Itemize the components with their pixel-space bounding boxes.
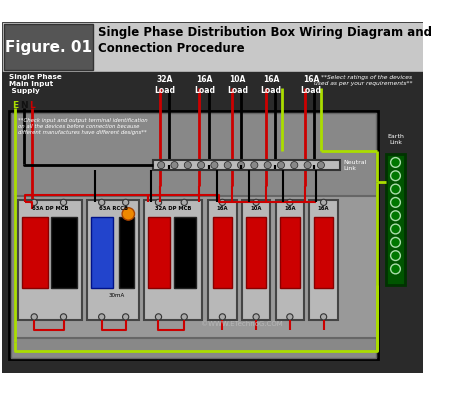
Circle shape [287,314,293,320]
Bar [22,218,47,288]
Circle shape [264,162,271,169]
Circle shape [31,199,37,205]
Circle shape [391,184,401,194]
Circle shape [253,199,259,205]
Circle shape [277,162,284,169]
Bar [144,200,202,320]
Circle shape [99,314,105,320]
Bar [118,218,134,288]
Bar [15,196,377,338]
Text: Neutral
Link: Neutral Link [343,160,366,171]
Bar [18,200,82,320]
Circle shape [158,162,164,169]
Circle shape [318,162,325,169]
Circle shape [291,162,298,169]
Circle shape [181,314,187,320]
Circle shape [320,314,327,320]
Text: Earth
Link: Earth Link [387,134,404,145]
Bar [208,200,237,320]
Bar [153,160,339,170]
Text: Single Phase Distribution Box Wiring Diagram and
Connection Procedure: Single Phase Distribution Box Wiring Dia… [98,26,432,55]
Bar [2,72,423,373]
Circle shape [60,199,67,205]
Text: 63A RCCB: 63A RCCB [99,206,128,211]
Bar [213,218,232,288]
Bar [9,111,378,359]
Text: 16A
Load: 16A Load [261,75,282,95]
Bar [11,113,376,358]
Circle shape [251,162,258,169]
Bar [148,218,170,288]
Circle shape [287,199,293,205]
Bar [88,200,139,320]
Circle shape [391,198,401,207]
Text: 32A DP MCB: 32A DP MCB [155,206,191,211]
Bar [51,218,77,288]
Circle shape [391,251,401,261]
Text: 16A: 16A [284,206,296,211]
Circle shape [198,162,205,169]
Text: 16A: 16A [217,206,228,211]
Text: **Select ratings of the devices
used as per your requirements**: **Select ratings of the devices used as … [314,75,412,86]
Text: E: E [12,101,18,110]
Circle shape [171,162,178,169]
Text: 10A
Load: 10A Load [227,75,248,95]
Bar [280,218,300,288]
Text: ©WWW.ETechnoG.COM: ©WWW.ETechnoG.COM [201,321,283,327]
Circle shape [391,237,401,247]
Circle shape [184,162,191,169]
Circle shape [320,199,327,205]
Text: N: N [20,101,27,110]
Bar [276,200,304,320]
Circle shape [219,199,226,205]
Text: Single Phase
Main Input
 Supply: Single Phase Main Input Supply [9,74,62,94]
Text: 63A DP MCB: 63A DP MCB [32,206,68,211]
Circle shape [31,314,37,320]
Text: L: L [29,101,36,110]
Circle shape [391,171,401,181]
Bar [173,218,196,288]
Bar [242,200,270,320]
Circle shape [391,264,401,274]
Bar [386,154,405,285]
Bar [246,218,266,288]
Circle shape [123,199,129,205]
Bar [310,200,338,320]
Text: 16A
Load: 16A Load [301,75,322,95]
Bar [91,218,113,288]
Circle shape [391,224,401,234]
Text: 16A
Load: 16A Load [194,75,215,95]
Circle shape [123,314,129,320]
Text: Figure. 01: Figure. 01 [5,40,92,55]
Circle shape [391,211,401,220]
Circle shape [304,162,311,169]
Circle shape [155,199,162,205]
Circle shape [219,314,226,320]
Text: 32A
Load: 32A Load [154,75,175,95]
Text: **Check input and output terminal identification
on all the devices before conne: **Check input and output terminal identi… [18,118,148,135]
Bar [2,22,423,72]
Text: 30mA: 30mA [109,293,125,298]
Circle shape [237,162,245,169]
Circle shape [224,162,231,169]
Circle shape [60,314,67,320]
Circle shape [99,199,105,205]
Text: 10A: 10A [250,206,262,211]
Circle shape [155,314,162,320]
Bar [4,24,93,70]
Circle shape [122,208,135,220]
Circle shape [391,158,401,167]
Circle shape [253,314,259,320]
Circle shape [211,162,218,169]
Bar [314,218,333,288]
Text: 16A: 16A [318,206,329,211]
Circle shape [181,199,187,205]
